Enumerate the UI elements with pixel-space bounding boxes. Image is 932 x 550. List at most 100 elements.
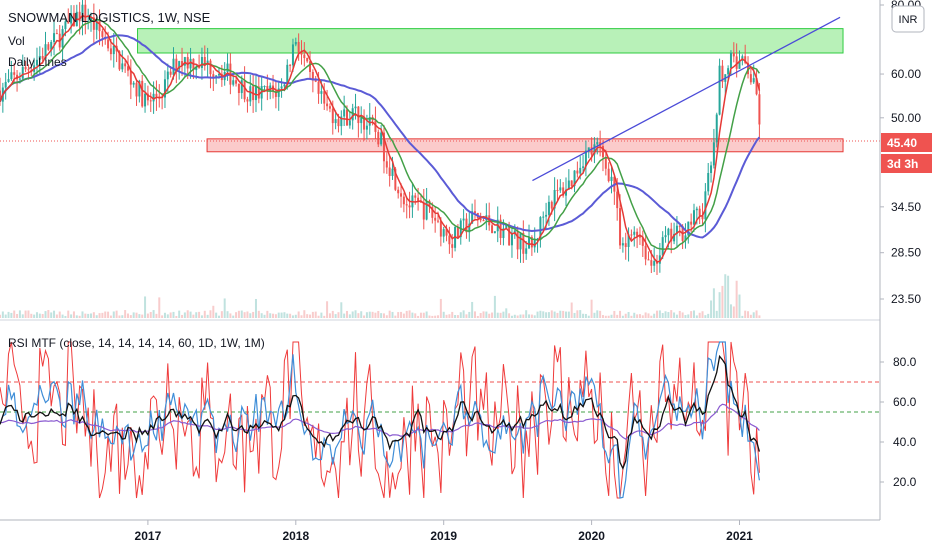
volume-bar xyxy=(394,315,397,318)
volume-bar xyxy=(75,315,78,318)
candle-body xyxy=(553,189,556,209)
volume-bar xyxy=(542,311,545,318)
volume-bar xyxy=(710,300,713,318)
candle-body xyxy=(690,221,693,225)
volume-bar xyxy=(547,312,550,318)
volume-bar xyxy=(496,312,499,318)
volume-bar xyxy=(536,311,539,318)
volume-bar xyxy=(505,308,508,318)
candle-body xyxy=(348,120,351,126)
candle-body xyxy=(72,13,75,27)
volume-bar xyxy=(92,312,95,318)
volume-bar xyxy=(152,310,155,318)
candle-body xyxy=(559,187,562,191)
rising-trendline[interactable] xyxy=(532,16,841,182)
volume-bar xyxy=(550,310,553,318)
candle-body xyxy=(701,215,704,220)
volume-bar xyxy=(277,312,280,318)
volume-bar xyxy=(462,310,465,318)
candle-body xyxy=(118,51,121,70)
rsi-title[interactable]: RSI MTF (close, 14, 14, 14, 14, 60, 1D, … xyxy=(8,336,265,350)
candle-body xyxy=(579,167,582,174)
rsi-axis-ticks[interactable]: 80.0 60.0 40.0 20.0 xyxy=(880,355,917,489)
candle-body xyxy=(394,168,397,190)
volume-bar xyxy=(183,312,186,318)
volume-bar xyxy=(223,298,226,318)
candle-body xyxy=(67,21,70,24)
volume-bar xyxy=(479,313,482,318)
volume-bar xyxy=(528,314,531,318)
candle-body xyxy=(109,48,112,55)
volume-bar xyxy=(18,310,21,318)
candle-body xyxy=(431,206,434,218)
resistance-zone[interactable] xyxy=(137,28,844,54)
volume-bar xyxy=(402,313,405,318)
volume-bar xyxy=(616,314,619,318)
volume-bar xyxy=(448,314,451,318)
volume-bar xyxy=(257,310,260,318)
volume-bar xyxy=(636,314,639,318)
candle-body xyxy=(169,71,172,75)
chart-title[interactable]: SNOWMAN LOGISTICS, 1W, NSE xyxy=(8,10,211,25)
volume-bar xyxy=(516,315,519,318)
candle-body xyxy=(266,86,269,91)
time-tick-label: 2018 xyxy=(282,529,309,543)
candle-body xyxy=(10,72,13,80)
volume-bar xyxy=(755,310,758,318)
volume-bar xyxy=(354,310,357,318)
volume-bar xyxy=(229,313,232,318)
volume-bar xyxy=(141,314,144,318)
legend-daily-lines[interactable]: Daily Lines xyxy=(8,55,67,69)
volume-bar xyxy=(428,315,431,318)
price-pane[interactable] xyxy=(0,0,880,318)
candle-body xyxy=(175,58,178,70)
time-axis-ticks[interactable]: 2017 2018 2019 2020 2021 xyxy=(135,520,754,543)
candle-body xyxy=(718,65,721,115)
candle-body xyxy=(27,69,30,71)
legend-vol[interactable]: Vol xyxy=(8,34,25,48)
candle-body xyxy=(337,119,340,127)
volume-bar xyxy=(619,310,622,318)
volume-bar xyxy=(573,312,576,318)
candle-body xyxy=(382,132,385,162)
rsi-pane[interactable] xyxy=(0,341,880,499)
volume-bar xyxy=(627,312,630,318)
support-zone[interactable] xyxy=(206,138,844,153)
volume-bar xyxy=(294,314,297,318)
candle-body xyxy=(320,91,323,94)
candle-body xyxy=(653,261,656,266)
candle-body xyxy=(235,80,238,84)
candle-body xyxy=(24,66,27,70)
candle-body xyxy=(306,58,309,62)
volume-bar xyxy=(380,313,383,318)
volume-bar xyxy=(58,311,61,318)
volume-bar xyxy=(192,314,195,318)
candle-body xyxy=(7,79,10,82)
volume-bar xyxy=(189,311,192,318)
currency-badge[interactable] xyxy=(891,5,925,33)
ma-mid-line xyxy=(0,18,761,251)
volume-bar xyxy=(158,297,161,318)
candle-body xyxy=(138,80,141,97)
candle-body xyxy=(181,61,184,66)
candle-body xyxy=(505,224,508,229)
candle-body xyxy=(13,72,16,75)
rsi-series-red xyxy=(0,341,760,499)
candle-body xyxy=(471,211,474,224)
candle-body xyxy=(732,52,735,57)
candle-body xyxy=(749,74,752,83)
volume-bar xyxy=(488,313,491,318)
volume-bar xyxy=(667,312,670,318)
volume-bar xyxy=(195,312,198,318)
candle-body xyxy=(405,204,408,206)
volume-bar xyxy=(567,311,570,318)
candle-body xyxy=(621,243,624,246)
volume-bar xyxy=(439,298,442,318)
candle-body xyxy=(698,208,701,216)
candle-body xyxy=(183,57,186,66)
candle-body xyxy=(601,146,604,158)
candle-body xyxy=(300,52,303,55)
candle-body xyxy=(528,236,531,249)
